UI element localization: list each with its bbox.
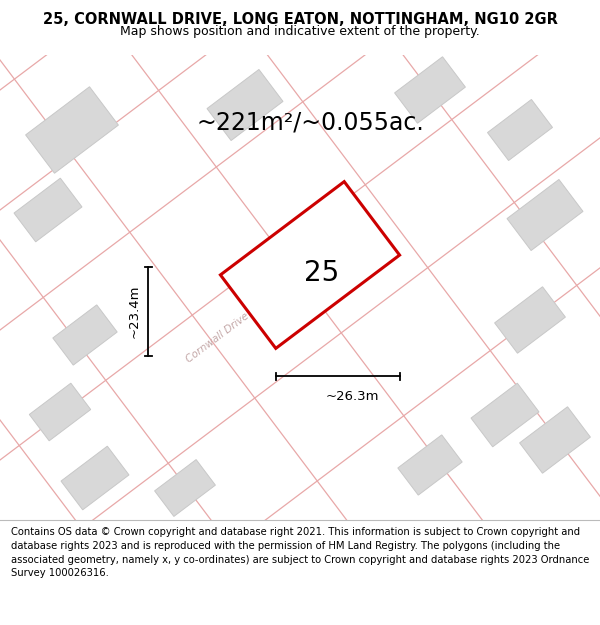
Text: ~23.4m: ~23.4m (128, 285, 140, 338)
Text: ~221m²/~0.055ac.: ~221m²/~0.055ac. (196, 110, 424, 134)
Polygon shape (395, 57, 466, 123)
Polygon shape (471, 383, 539, 447)
Polygon shape (207, 69, 283, 141)
Polygon shape (520, 407, 590, 473)
Text: Contains OS data © Crown copyright and database right 2021. This information is : Contains OS data © Crown copyright and d… (11, 528, 589, 578)
Polygon shape (29, 383, 91, 441)
Polygon shape (155, 459, 215, 516)
Text: Cornwall Drive: Cornwall Drive (185, 311, 251, 365)
Polygon shape (488, 99, 553, 161)
Text: 25, CORNWALL DRIVE, LONG EATON, NOTTINGHAM, NG10 2GR: 25, CORNWALL DRIVE, LONG EATON, NOTTINGH… (43, 12, 557, 27)
Text: 25: 25 (304, 259, 340, 287)
Polygon shape (507, 179, 583, 251)
Text: ~26.3m: ~26.3m (326, 391, 379, 403)
Polygon shape (398, 435, 462, 495)
Text: Map shows position and indicative extent of the property.: Map shows position and indicative extent… (120, 26, 480, 39)
Polygon shape (26, 87, 118, 173)
Polygon shape (220, 182, 400, 348)
Polygon shape (494, 287, 565, 353)
Polygon shape (14, 178, 82, 242)
Polygon shape (53, 305, 117, 365)
Polygon shape (61, 446, 129, 510)
